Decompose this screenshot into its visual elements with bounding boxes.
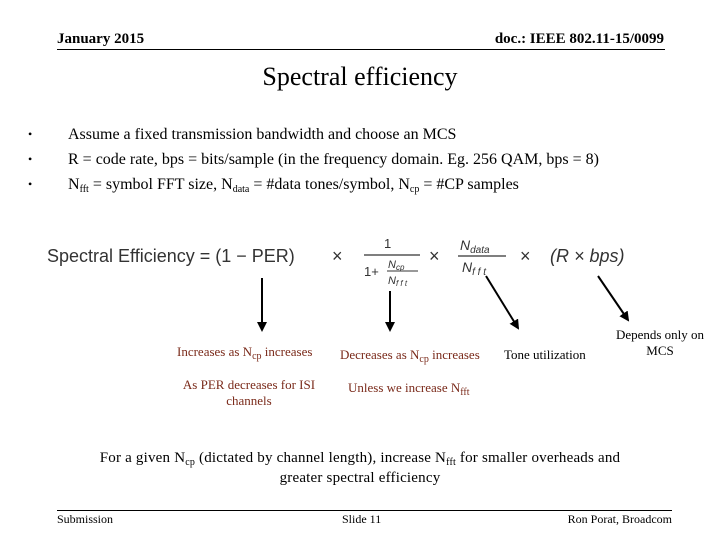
footer-rule <box>57 510 672 511</box>
formula-rbps: (R × bps) <box>550 246 625 266</box>
bullet-mark: • <box>28 152 33 166</box>
formula-times-2: × <box>429 246 440 266</box>
note-depends-on-mcs: Depends only on MCS <box>615 327 705 358</box>
bullet-text: Assume a fixed transmission bandwidth an… <box>68 126 457 143</box>
conclusion-text: For a given Ncp (dictated by channel len… <box>99 450 621 486</box>
note-cp-decreases: Decreases as Ncp increases <box>340 347 480 365</box>
footer-slide-number: Slide 11 <box>342 512 382 526</box>
bullet-list: • Assume a fixed transmission bandwidth … <box>28 122 599 197</box>
footer-submission: Submission <box>57 512 114 526</box>
bullet-mark: • <box>28 127 33 141</box>
frac-den-prefix: 1+ <box>364 264 379 279</box>
bullet-mark: • <box>28 177 33 191</box>
header-rule <box>57 49 665 50</box>
bullet-text: Nfft = symbol FFT size, Ndata = #data to… <box>68 176 519 195</box>
note-increase-nfft: Unless we increase Nfft <box>348 380 470 398</box>
note-per-isi: As PER decreases for ISI channels <box>182 377 316 408</box>
note-per-increases: Increases as Ncp increases <box>177 344 313 362</box>
header-doc-id: doc.: IEEE 802.11-15/0099 <box>494 31 664 47</box>
formula-times-3: × <box>520 246 531 266</box>
frac-numerator: 1 <box>384 236 391 251</box>
bullet-item: • Nfft = symbol FFT size, Ndata = #data … <box>28 172 599 197</box>
formula-lhs: Spectral Efficiency = (1 − PER) <box>47 246 295 266</box>
header-date: January 2015 <box>57 31 145 47</box>
frac-nfft: Nf f t <box>388 275 408 288</box>
nfft-label: Nf f t <box>462 259 487 278</box>
frac-ncp: Ncp <box>388 259 405 272</box>
bullet-text: R = code rate, bps = bits/sample (in the… <box>68 151 599 168</box>
bullet-item: • Assume a fixed transmission bandwidth … <box>28 122 599 147</box>
arrow-mcs <box>597 275 630 322</box>
slide-title: Spectral efficiency <box>262 62 458 91</box>
arrow-tone-utilization <box>485 275 520 330</box>
formula-times-1: × <box>332 246 343 266</box>
footer-author: Ron Porat, Broadcom <box>567 512 672 526</box>
ndata-label: Ndata <box>460 237 490 256</box>
note-tone-utilization: Tone utilization <box>504 347 586 362</box>
bullet-item: • R = code rate, bps = bits/sample (in t… <box>28 147 599 172</box>
